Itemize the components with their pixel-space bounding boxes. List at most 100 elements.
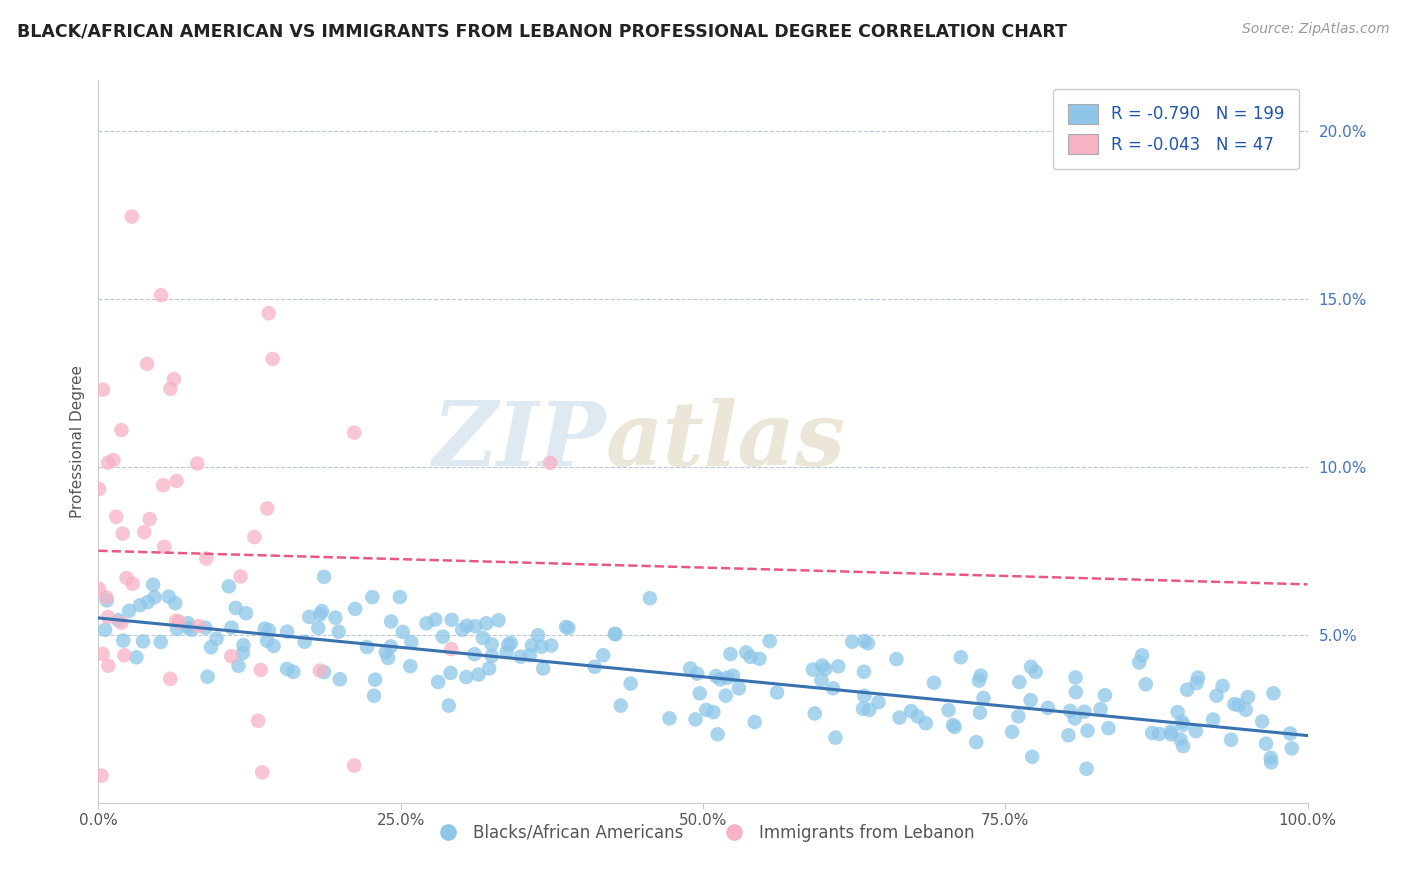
Point xyxy=(392,624,415,639)
Point xyxy=(125,650,148,665)
Point xyxy=(1025,665,1047,679)
Point xyxy=(938,703,960,717)
Point xyxy=(969,668,991,682)
Point xyxy=(907,709,929,723)
Point xyxy=(620,676,643,690)
Point xyxy=(111,526,134,541)
Point xyxy=(853,634,876,648)
Point xyxy=(557,621,579,635)
Point xyxy=(96,593,118,607)
Point xyxy=(121,576,143,591)
Point xyxy=(87,482,110,496)
Point xyxy=(312,665,335,679)
Point xyxy=(1130,648,1153,663)
Point xyxy=(1001,724,1024,739)
Point xyxy=(852,665,875,679)
Point xyxy=(481,648,503,663)
Point xyxy=(152,478,174,492)
Point xyxy=(129,598,152,612)
Point xyxy=(180,623,202,637)
Point xyxy=(868,695,890,709)
Point xyxy=(744,715,766,730)
Point xyxy=(1149,727,1171,741)
Point xyxy=(91,647,114,661)
Point xyxy=(603,627,626,641)
Point xyxy=(228,658,250,673)
Point xyxy=(1019,660,1042,674)
Point xyxy=(856,636,879,650)
Point xyxy=(187,619,209,633)
Point xyxy=(142,577,165,591)
Point xyxy=(827,659,849,673)
Point xyxy=(218,579,240,593)
Point xyxy=(361,590,384,604)
Point xyxy=(943,720,966,734)
Point xyxy=(467,667,489,681)
Point xyxy=(325,610,347,624)
Point xyxy=(1237,690,1260,705)
Point xyxy=(311,604,333,618)
Point xyxy=(471,631,494,645)
Point xyxy=(685,712,707,726)
Point xyxy=(1063,711,1085,725)
Point xyxy=(186,457,208,471)
Point xyxy=(1220,732,1243,747)
Point xyxy=(853,689,876,703)
Point xyxy=(922,675,945,690)
Point xyxy=(97,610,120,624)
Point xyxy=(235,607,257,621)
Point xyxy=(740,650,762,665)
Point xyxy=(706,727,728,741)
Point xyxy=(194,621,217,635)
Point xyxy=(276,662,298,676)
Point xyxy=(720,647,742,661)
Point xyxy=(1202,713,1225,727)
Point xyxy=(1059,704,1081,718)
Point xyxy=(1185,676,1208,690)
Point xyxy=(136,357,159,371)
Point xyxy=(727,681,749,696)
Point xyxy=(858,703,880,717)
Point xyxy=(380,640,402,654)
Point xyxy=(97,456,120,470)
Point xyxy=(686,666,709,681)
Point xyxy=(163,372,186,386)
Point xyxy=(112,633,135,648)
Point xyxy=(432,630,454,644)
Point xyxy=(195,551,218,566)
Point xyxy=(249,663,271,677)
Point xyxy=(364,673,387,687)
Point xyxy=(143,591,166,605)
Point xyxy=(530,640,553,654)
Point xyxy=(481,637,503,651)
Point xyxy=(105,509,128,524)
Point xyxy=(205,632,228,646)
Point xyxy=(107,613,129,627)
Point xyxy=(1021,749,1043,764)
Point xyxy=(1007,709,1029,723)
Point xyxy=(1135,677,1157,691)
Point xyxy=(1057,728,1080,742)
Point xyxy=(914,716,936,731)
Point xyxy=(388,590,411,604)
Point xyxy=(344,602,367,616)
Point xyxy=(276,624,298,639)
Point xyxy=(437,698,460,713)
Point xyxy=(1251,714,1274,729)
Point xyxy=(1260,751,1282,765)
Point xyxy=(90,769,112,783)
Point xyxy=(167,615,190,629)
Point xyxy=(810,673,832,687)
Point xyxy=(942,718,965,732)
Point xyxy=(451,623,474,637)
Point xyxy=(498,638,520,652)
Point xyxy=(132,634,155,648)
Point xyxy=(262,351,284,366)
Point xyxy=(200,640,222,655)
Point xyxy=(149,635,172,649)
Point xyxy=(704,669,727,683)
Point xyxy=(440,613,463,627)
Point xyxy=(735,645,758,659)
Point xyxy=(177,616,200,631)
Point xyxy=(716,671,738,685)
